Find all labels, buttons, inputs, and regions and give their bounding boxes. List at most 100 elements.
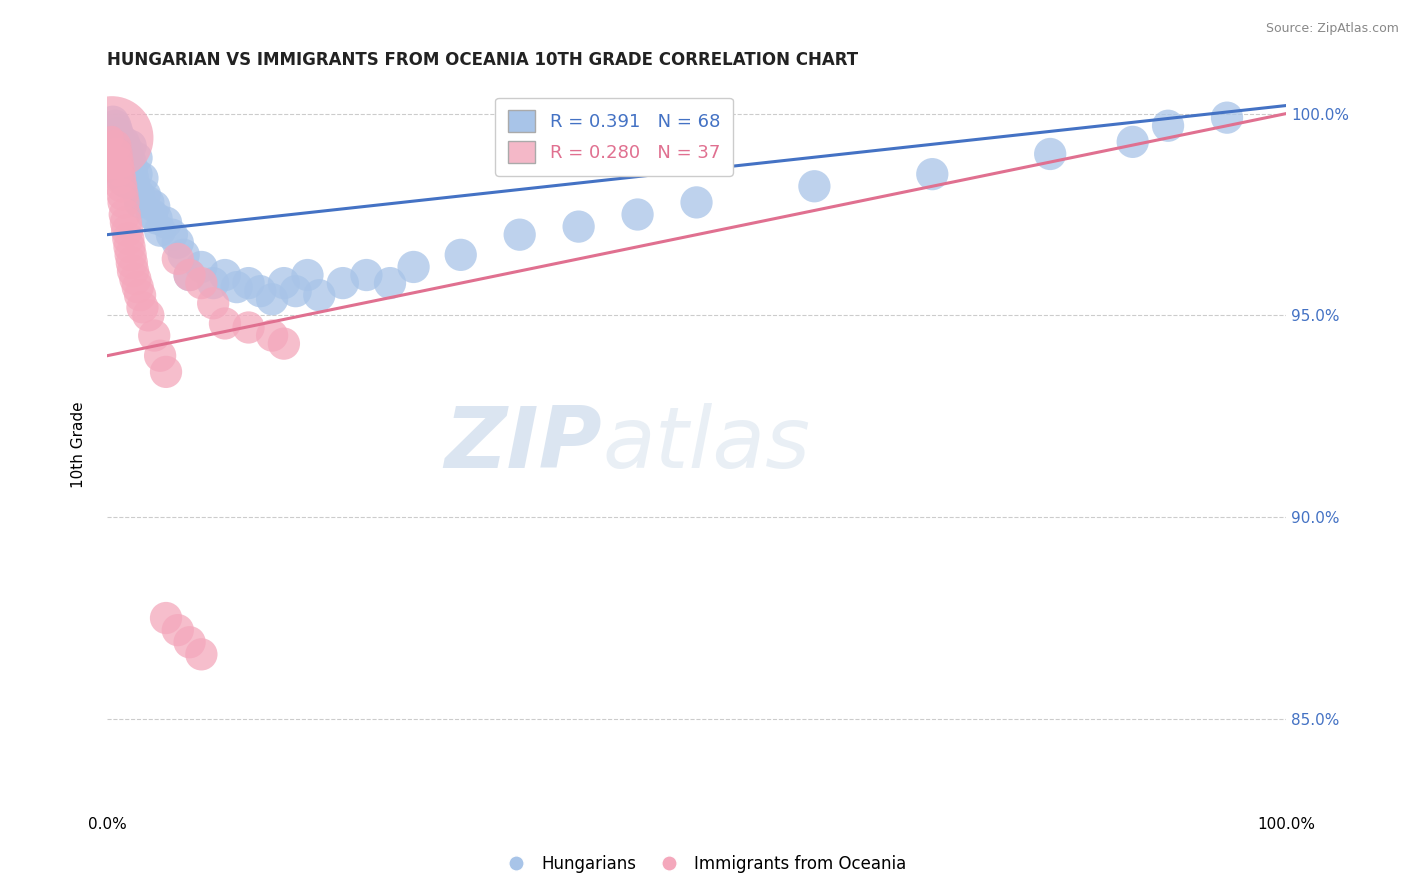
Point	[1122, 135, 1144, 149]
Point	[308, 288, 330, 302]
Point	[117, 232, 139, 246]
Point	[105, 122, 128, 136]
Point	[273, 276, 295, 290]
Point	[225, 280, 247, 294]
Point	[284, 284, 307, 298]
Point	[179, 635, 201, 649]
Point	[149, 224, 172, 238]
Point	[1039, 147, 1062, 161]
Legend: Hungarians, Immigrants from Oceania: Hungarians, Immigrants from Oceania	[492, 848, 914, 880]
Point	[1157, 119, 1180, 133]
Point	[166, 252, 188, 266]
Point	[108, 171, 131, 186]
Point	[166, 235, 188, 250]
Point	[118, 240, 141, 254]
Point	[141, 207, 163, 221]
Text: HUNGARIAN VS IMMIGRANTS FROM OCEANIA 10TH GRADE CORRELATION CHART: HUNGARIAN VS IMMIGRANTS FROM OCEANIA 10T…	[107, 51, 858, 69]
Point	[125, 151, 148, 165]
Point	[214, 317, 236, 331]
Point	[112, 135, 135, 149]
Point	[145, 211, 167, 226]
Point	[115, 167, 138, 181]
Text: ZIP: ZIP	[444, 403, 602, 486]
Point	[568, 219, 591, 234]
Point	[262, 328, 284, 343]
Point	[685, 195, 707, 210]
Point	[297, 268, 319, 282]
Point	[114, 139, 136, 153]
Point	[262, 292, 284, 306]
Point	[179, 268, 201, 282]
Point	[131, 171, 153, 186]
Point	[1216, 111, 1239, 125]
Point	[124, 272, 146, 286]
Point	[121, 256, 143, 270]
Point	[149, 349, 172, 363]
Point	[190, 260, 212, 274]
Point	[238, 320, 260, 334]
Point	[356, 268, 378, 282]
Point	[108, 139, 131, 153]
Point	[120, 248, 142, 262]
Point	[160, 227, 183, 242]
Point	[108, 163, 131, 178]
Point	[117, 151, 139, 165]
Point	[190, 648, 212, 662]
Point	[509, 227, 531, 242]
Point	[115, 216, 138, 230]
Point	[101, 131, 124, 145]
Point	[108, 147, 131, 161]
Point	[155, 365, 177, 379]
Point	[166, 623, 188, 637]
Point	[101, 114, 124, 128]
Point	[202, 276, 225, 290]
Text: atlas: atlas	[602, 403, 810, 486]
Point	[114, 155, 136, 169]
Y-axis label: 10th Grade: 10th Grade	[72, 401, 86, 488]
Point	[143, 199, 166, 213]
Point	[273, 336, 295, 351]
Point	[108, 155, 131, 169]
Point	[104, 119, 127, 133]
Point	[111, 171, 134, 186]
Point	[127, 280, 149, 294]
Point	[120, 155, 142, 169]
Point	[921, 167, 943, 181]
Point	[114, 207, 136, 221]
Point	[110, 179, 132, 194]
Point	[214, 268, 236, 282]
Point	[122, 171, 145, 186]
Point	[129, 288, 152, 302]
Point	[143, 328, 166, 343]
Point	[122, 179, 145, 194]
Point	[626, 207, 648, 221]
Point	[118, 167, 141, 181]
Point	[173, 248, 195, 262]
Point	[129, 195, 152, 210]
Point	[202, 296, 225, 310]
Point	[115, 224, 138, 238]
Point	[128, 187, 150, 202]
Point	[332, 276, 354, 290]
Point	[117, 159, 139, 173]
Point	[155, 216, 177, 230]
Point	[101, 131, 124, 145]
Point	[110, 159, 132, 173]
Point	[125, 167, 148, 181]
Point	[450, 248, 472, 262]
Point	[378, 276, 401, 290]
Point	[803, 179, 825, 194]
Legend: R = 0.391   N = 68, R = 0.280   N = 37: R = 0.391 N = 68, R = 0.280 N = 37	[495, 97, 733, 176]
Text: Source: ZipAtlas.com: Source: ZipAtlas.com	[1265, 22, 1399, 36]
Point	[108, 131, 131, 145]
Point	[138, 195, 160, 210]
Point	[107, 127, 129, 141]
Point	[138, 309, 160, 323]
Point	[111, 187, 134, 202]
Point	[155, 611, 177, 625]
Point	[104, 139, 127, 153]
Point	[134, 187, 156, 202]
Point	[122, 264, 145, 278]
Point	[121, 163, 143, 178]
Point	[238, 276, 260, 290]
